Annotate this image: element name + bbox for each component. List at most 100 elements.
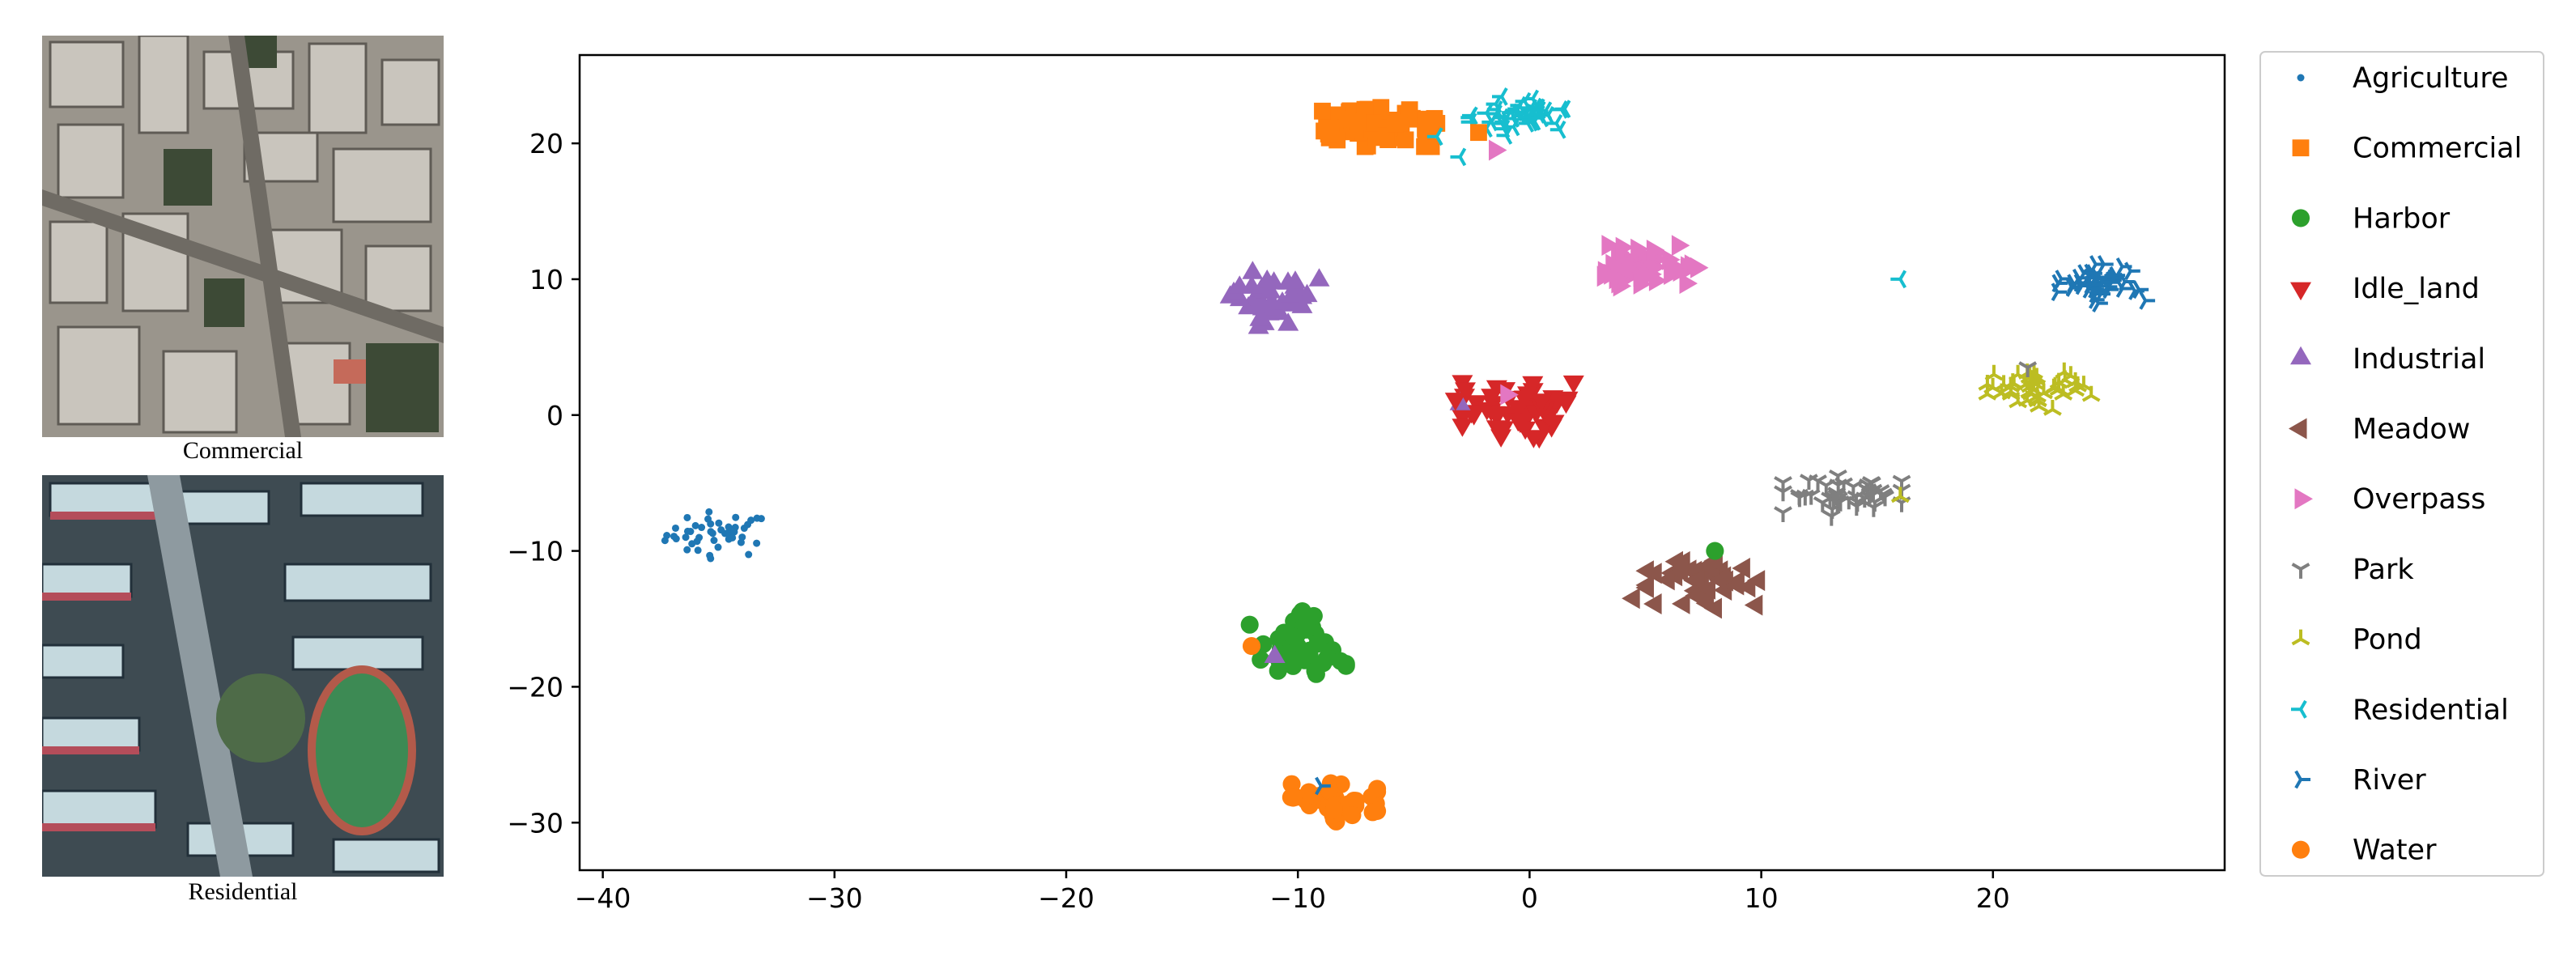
x-tick-label: −30 [806, 882, 863, 914]
legend-marker-idle_land [2290, 282, 2311, 301]
point-residential [1450, 147, 1467, 167]
point-agriculture [715, 519, 723, 527]
image-caption-commercial: Commercial [182, 437, 304, 464]
point-agriculture [725, 523, 733, 531]
point-river [2091, 268, 2108, 287]
y-tick-label: 20 [529, 128, 563, 159]
y-tick-label: −10 [507, 536, 563, 567]
point-residential [1426, 127, 1443, 147]
series-water [1282, 774, 1387, 831]
x-tick-label: −10 [1269, 882, 1326, 914]
point-idle_land [1465, 395, 1487, 414]
point-river [1315, 776, 1331, 796]
legend-marker-water [2291, 840, 2310, 859]
point-overpass [1609, 268, 1628, 290]
point-industrial [1285, 270, 1306, 289]
point-meadow [1622, 588, 1640, 610]
point-water [1299, 783, 1318, 801]
legend-item-meadow: Meadow [2289, 414, 2470, 446]
commercial-image-panel: Commercial [42, 36, 444, 464]
point-agriculture [710, 537, 718, 545]
point-residential [1890, 270, 1907, 289]
point-agriculture [694, 546, 702, 554]
legend-item-overpass: Overpass [2294, 483, 2485, 516]
point-overpass [1489, 139, 1507, 161]
legend-box [2259, 51, 2544, 877]
point-industrial [1264, 644, 1286, 663]
series-park [1774, 469, 1911, 526]
point-overpass [1667, 259, 1685, 281]
point-commercial [1338, 110, 1356, 128]
point-agriculture [732, 513, 740, 521]
point-park [1822, 503, 1842, 519]
legend-item-pond: Pond [2291, 624, 2422, 656]
point-idle_land [1452, 419, 1473, 437]
point-residential [1518, 107, 1535, 126]
series-meadow [1635, 550, 1766, 619]
point-industrial [1259, 279, 1281, 298]
point-agriculture [757, 515, 765, 523]
point-industrial [1291, 295, 1313, 313]
point-agriculture [737, 538, 745, 546]
legend-label: Idle_land [2353, 273, 2480, 305]
legend-item-industrial: Industrial [2290, 343, 2485, 376]
point-idle_land [1555, 395, 1577, 414]
point-park [1829, 478, 1848, 495]
point-agriculture [682, 533, 690, 542]
y-tick-label: 10 [529, 264, 563, 295]
point-industrial [1277, 312, 1299, 331]
point-industrial [1249, 308, 1271, 326]
x-tick-label: 10 [1745, 882, 1779, 914]
series-idle_land [1452, 375, 1584, 449]
point-idle_land [1523, 430, 1545, 448]
legend-marker-pond [2291, 629, 2310, 646]
point-idle_land [1455, 382, 1476, 401]
point-commercial [1417, 111, 1435, 129]
point-pond [2043, 399, 2062, 416]
point-residential [1492, 108, 1509, 127]
legend-label: River [2353, 764, 2426, 797]
point-commercial [1401, 101, 1418, 118]
legend-label: Meadow [2353, 414, 2470, 446]
legend-marker-overpass [2294, 488, 2313, 510]
point-park [1774, 506, 1792, 523]
legend-marker-meadow [2289, 418, 2307, 440]
legend-marker-industrial [2290, 346, 2311, 365]
point-meadow [1725, 574, 1745, 596]
point-harbor [1306, 661, 1324, 681]
plot-frame [578, 53, 2226, 872]
legend-marker-park [2291, 563, 2310, 579]
point-river [2051, 274, 2068, 293]
point-park [1800, 474, 1818, 491]
point-residential [1510, 96, 1527, 115]
point-idle_land [1444, 393, 1466, 411]
point-agriculture [707, 528, 715, 536]
legend-item-park: Park [2291, 554, 2414, 586]
point-agriculture [691, 521, 699, 529]
point-idle_land [1486, 420, 1507, 439]
y-tick-label: −20 [507, 671, 563, 703]
point-meadow [1686, 569, 1705, 591]
point-meadow [1744, 594, 1763, 616]
series-industrial [1219, 261, 1330, 334]
point-agriculture [717, 526, 725, 534]
legend-item-idle_land: Idle_land [2290, 273, 2480, 305]
legend-label: Residential [2353, 694, 2509, 726]
point-commercial [1396, 131, 1414, 149]
legend-label: Harbor [2353, 202, 2451, 235]
point-meadow [1685, 584, 1703, 606]
point-harbor [1240, 615, 1259, 634]
legend-marker-agriculture [2297, 74, 2305, 82]
point-agriculture [698, 524, 706, 532]
legend-item-water: Water [2291, 835, 2437, 867]
point-agriculture [730, 528, 738, 536]
point-agriculture [714, 543, 722, 551]
series-harbor [1240, 602, 1355, 683]
legend-item-agriculture: Agriculture [2297, 62, 2508, 95]
x-tick-label: 0 [1521, 882, 1538, 914]
point-overpass [1671, 235, 1690, 257]
point-water [1368, 780, 1387, 798]
point-idle_land [1531, 393, 1552, 412]
point-commercial [1314, 102, 1331, 120]
point-agriculture [670, 533, 678, 541]
